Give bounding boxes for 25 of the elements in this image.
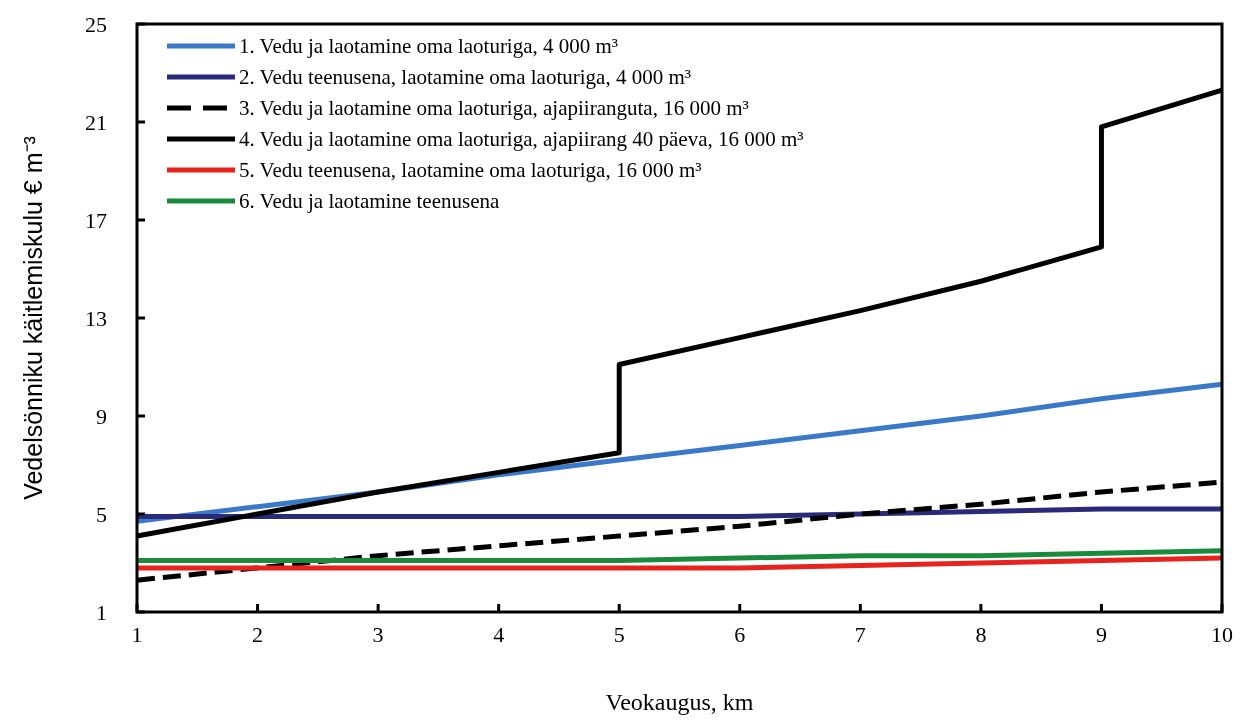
y-axis-title: Vedelsönniku käitlemiskulu € m⁻³ (19, 136, 47, 500)
x-tick-label: 7 (854, 622, 866, 647)
x-tick-label: 1 (131, 622, 143, 647)
x-tick-label: 6 (734, 622, 746, 647)
y-tick-label: 5 (96, 502, 107, 527)
y-tick-label: 1 (96, 600, 107, 625)
x-tick-label: 4 (493, 622, 505, 647)
y-tick-label: 17 (85, 208, 107, 233)
legend-label: 3. Vedu ja laotamine oma laoturiga, ajapiiranguta, 16 000 m³ (239, 96, 749, 120)
x-tick-label: 5 (613, 622, 625, 647)
x-axis-title: Veokaugus, km (605, 689, 754, 715)
y-tick-label: 13 (85, 306, 107, 331)
x-tick-label: 10 (1211, 622, 1233, 647)
x-tick-label: 8 (975, 622, 987, 647)
y-tick-label: 21 (85, 110, 107, 135)
legend-label: 5. Vedu teenusena, laotamine oma laoturiga, 16 000 m³ (239, 158, 702, 182)
x-tick-label: 3 (372, 622, 384, 647)
x-tick-label: 2 (252, 622, 264, 647)
x-tick-label: 9 (1095, 622, 1107, 647)
legend-label: 4. Vedu ja laotamine oma laoturiga, ajapiirang 40 päeva, 16 000 m³ (239, 127, 804, 151)
y-tick-label: 9 (96, 404, 107, 429)
legend-label: 6. Vedu ja laotamine teenusena (239, 189, 500, 213)
legend-label: 2. Vedu teenusena, laotamine oma laoturiga, 4 000 m³ (239, 65, 692, 89)
legend-label: 1. Vedu ja laotamine oma laoturiga, 4 000 m³ (239, 34, 619, 58)
y-tick-label: 25 (85, 12, 107, 37)
